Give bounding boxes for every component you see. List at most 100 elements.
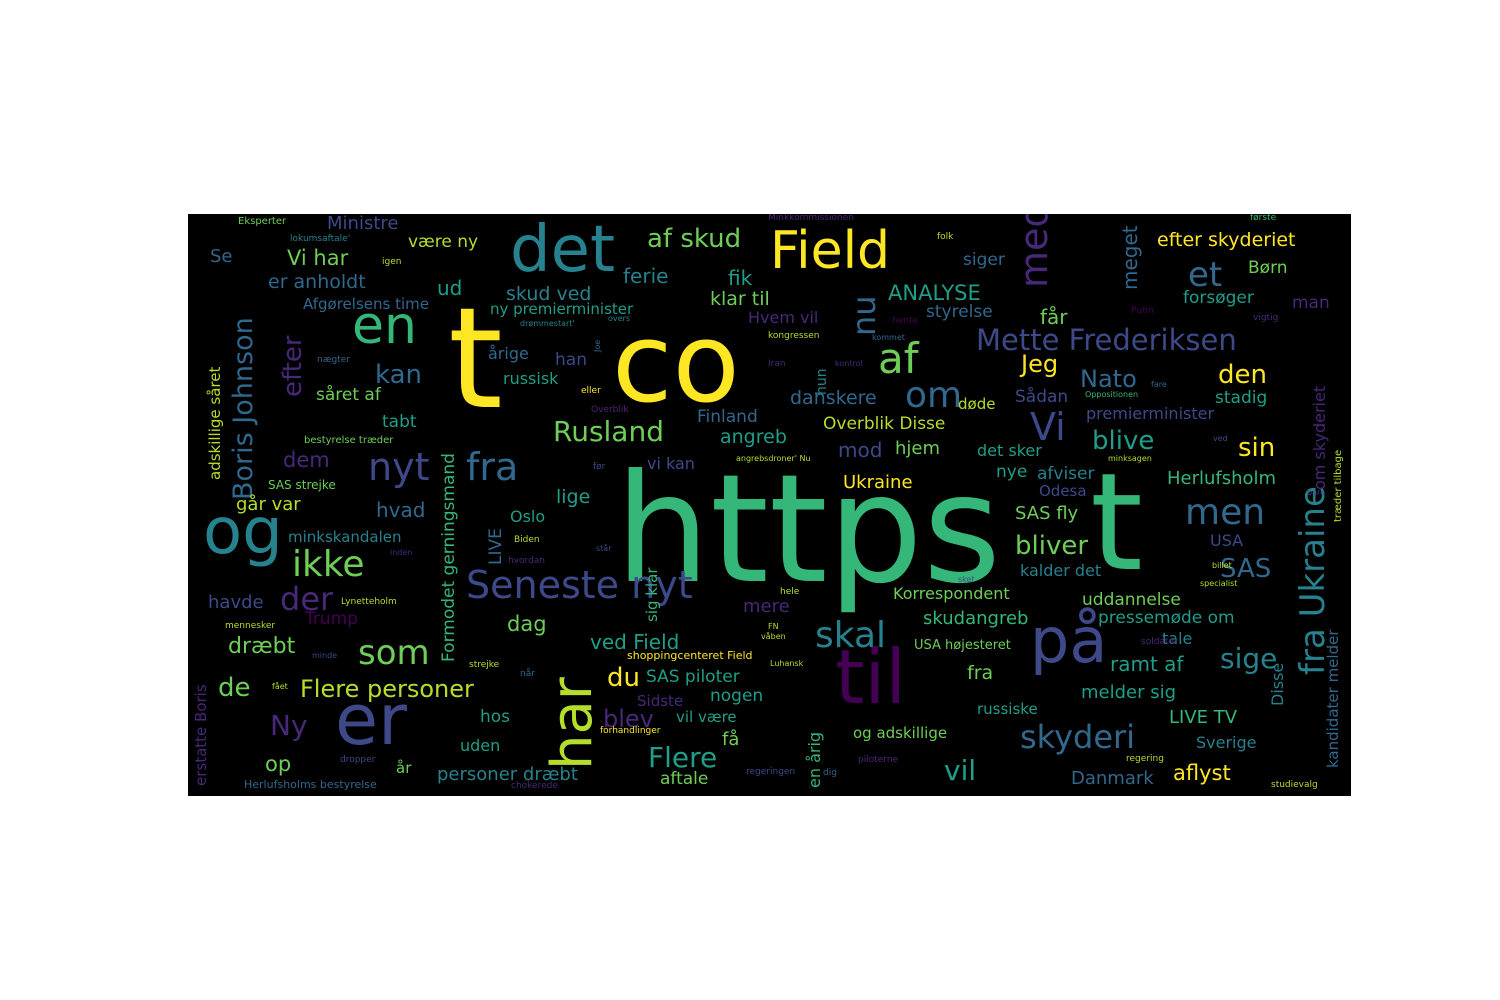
word-putin: Putin xyxy=(1131,306,1154,316)
word-naar: når xyxy=(520,669,535,679)
word-vigtig: vigtig xyxy=(1253,313,1279,323)
word-field: Field xyxy=(770,221,891,281)
word-traeder-tilbage: træder tilbage xyxy=(1333,449,1344,522)
word-dropper: dropper xyxy=(340,755,376,765)
word-mod: mod xyxy=(838,438,883,462)
word-saadan: Sådan xyxy=(1015,387,1069,407)
word-hjem: hjem xyxy=(895,438,941,459)
word-blev: blev xyxy=(603,705,654,733)
word-fn: FN xyxy=(768,622,779,631)
word-ud: ud xyxy=(437,276,463,300)
word-igen: igen xyxy=(382,257,402,267)
word-shoppingcenteret-field: shoppingcenteret Field xyxy=(627,649,753,662)
word-biden: Biden xyxy=(514,535,540,545)
word-vil-vaere: vil være xyxy=(676,708,737,726)
word-lokumsaftale: lokumsaftale' xyxy=(290,234,351,244)
word-klar-til: klar til xyxy=(710,288,770,310)
word-joe: Joe xyxy=(593,339,602,352)
word-dig: dig xyxy=(823,768,837,778)
word-erstatte-boris: erstatte Boris xyxy=(192,684,210,786)
word-der: der xyxy=(280,580,334,618)
word-sas-fly: SAS fly xyxy=(1015,503,1079,524)
word-minde: minde xyxy=(312,651,338,660)
word-foer: før xyxy=(593,462,606,472)
word-og-adskillige: og adskillige xyxy=(853,724,948,742)
word-live: LIVE xyxy=(486,528,506,565)
word-piloterne: piloterne xyxy=(858,755,899,765)
word-man: man xyxy=(1292,293,1330,313)
word-melder-sig: melder sig xyxy=(1081,682,1177,703)
word-ikke: ikke xyxy=(292,544,365,585)
word-er-anholdt: er anholdt xyxy=(268,271,366,293)
word-bare: bare xyxy=(1307,488,1326,497)
word-nye: nye xyxy=(996,462,1028,482)
word-herlufsholm: Herlufsholm xyxy=(1167,468,1277,489)
word-kommet: kommet xyxy=(872,333,905,342)
word-fra-small: fra xyxy=(967,662,994,684)
word-gaar-var: går var xyxy=(236,494,301,515)
word-jeg: Jeg xyxy=(1021,350,1059,378)
word-har: har xyxy=(540,677,605,770)
word-billet: billet xyxy=(1212,561,1232,570)
word-nyt: nyt xyxy=(368,445,430,489)
word-tale: tale xyxy=(1162,629,1193,648)
word-disse: Disse xyxy=(1268,662,1287,706)
word-og: og xyxy=(203,495,283,569)
word-kandidater-melder: kandidater melder xyxy=(1324,629,1342,769)
word-paa: på xyxy=(1030,604,1108,677)
word-kan: kan xyxy=(375,360,423,390)
word-hele: hele xyxy=(780,587,800,597)
word-lige: lige xyxy=(556,486,591,508)
word-vil: vil xyxy=(944,754,977,787)
word-blive: blive xyxy=(1092,426,1155,456)
word-tabt: tabt xyxy=(382,412,417,432)
word-fare: fare xyxy=(1151,380,1167,389)
word-russiske: russiske xyxy=(977,700,1038,718)
word-sas: SAS xyxy=(1220,554,1272,584)
word-som: som xyxy=(358,633,430,673)
word-er: er xyxy=(335,679,407,761)
word-aar: år xyxy=(396,759,412,777)
word-mere: mere xyxy=(743,596,790,617)
word-dag: dag xyxy=(507,612,547,636)
word-afviser: afviser xyxy=(1037,464,1095,484)
word-chokerede: chokerede xyxy=(511,781,558,791)
word-ferie: ferie xyxy=(623,264,669,288)
word-hvad: hvad xyxy=(376,498,426,522)
word-regeringen: regeringen xyxy=(746,767,796,777)
word-dem: dem xyxy=(283,448,330,472)
word-hvordan: hvordan xyxy=(508,556,546,566)
word-fra: fra xyxy=(466,445,519,489)
word-angrebsdroner: angrebsdroner' Nu xyxy=(736,454,811,463)
word-herlufsholms-bestyrelse: Herlufsholms bestyrelse xyxy=(244,778,377,791)
word-hos: hos xyxy=(480,707,511,727)
word-aftale: aftale xyxy=(660,769,709,789)
word-cloud: https t t co det Field en og er til på har af af skud… xyxy=(188,214,1351,796)
word-iran: Iran xyxy=(768,359,786,369)
word-skyderi: skyderi xyxy=(1020,718,1136,756)
word-hun: hun xyxy=(814,368,830,395)
word-eller: eller xyxy=(581,386,601,396)
word-soldater: soldater xyxy=(1141,637,1178,647)
word-naegter: nægter xyxy=(317,355,351,365)
word-sige: sige xyxy=(1220,642,1278,675)
word-danmark: Danmark xyxy=(1071,768,1154,789)
word-draebt: dræbt xyxy=(228,634,296,659)
word-inden: inden xyxy=(390,548,413,557)
word-oslo: Oslo xyxy=(510,507,546,526)
word-formodet-gerningsmand: Formodet gerningsmand xyxy=(439,453,459,662)
word-kontrol: kontrol xyxy=(835,359,863,368)
word-flere: Flere xyxy=(648,741,718,774)
word-med: med xyxy=(1012,214,1056,288)
word-sin: sin xyxy=(1238,433,1276,463)
word-hvem-vil: Hvem vil xyxy=(748,308,819,327)
word-ved-field: ved Field xyxy=(590,630,680,654)
word-sas-piloter: SAS piloter xyxy=(646,667,740,687)
word-vi-big: Vi xyxy=(1030,405,1066,449)
word-afgoerelsens-time: Afgørelsens time xyxy=(303,295,429,313)
word-lynetteholm: Lynetteholm xyxy=(341,597,397,607)
word-drommestart: drømmestart' xyxy=(520,319,575,328)
word-danskere: danskere xyxy=(790,387,877,409)
word-siger: siger xyxy=(963,250,1005,270)
word-sverige: Sverige xyxy=(1196,733,1257,752)
